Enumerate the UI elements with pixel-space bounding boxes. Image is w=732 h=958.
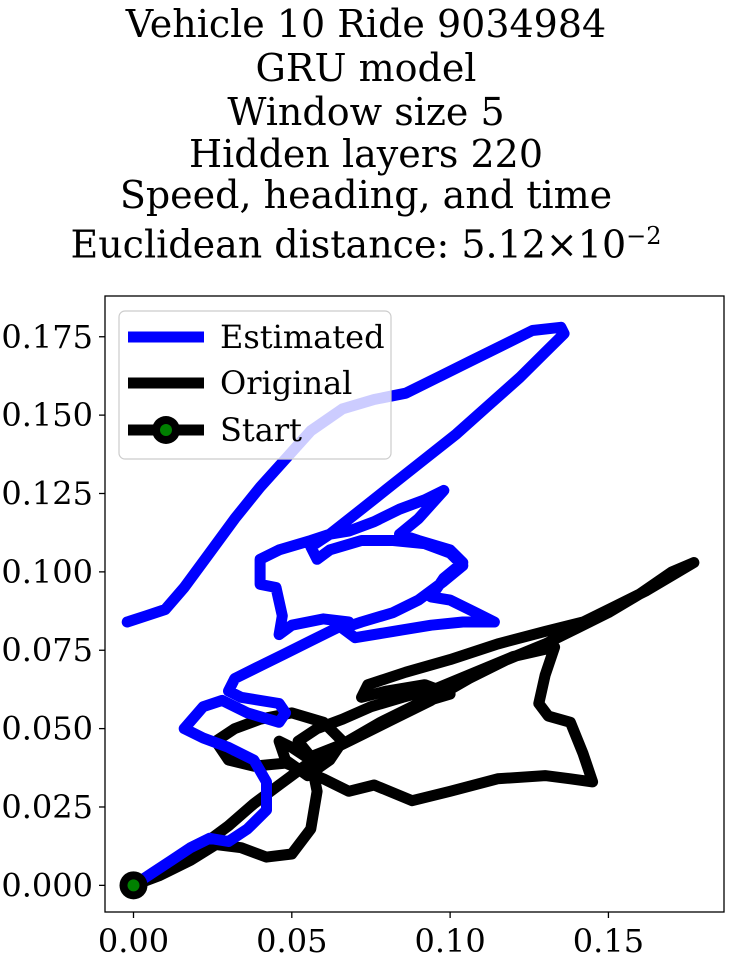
- y-tick-label: 0.075: [1, 631, 93, 669]
- y-tick-label: 0.125: [1, 474, 93, 512]
- y-tick-label: 0.000: [1, 866, 93, 904]
- x-tick-label: 0.15: [573, 922, 644, 958]
- y-tick-label: 0.100: [1, 553, 93, 591]
- start-marker-inner: [127, 879, 139, 891]
- y-tick-label: 0.050: [1, 710, 93, 748]
- y-tick-label: 0.175: [1, 318, 93, 356]
- x-tick-label: 0.05: [256, 922, 327, 958]
- legend: Estimated Original Start: [119, 311, 391, 459]
- y-tick-label: 0.150: [1, 396, 93, 434]
- legend-label-start: Start: [220, 411, 302, 449]
- y-tick-label: 0.025: [1, 788, 93, 826]
- x-tick-label: 0.10: [414, 922, 485, 958]
- legend-label-original: Original: [220, 364, 352, 402]
- legend-label-estimated: Estimated: [220, 318, 385, 356]
- x-tick-label: 0.00: [98, 922, 169, 958]
- legend-start-marker-inner: [160, 424, 172, 436]
